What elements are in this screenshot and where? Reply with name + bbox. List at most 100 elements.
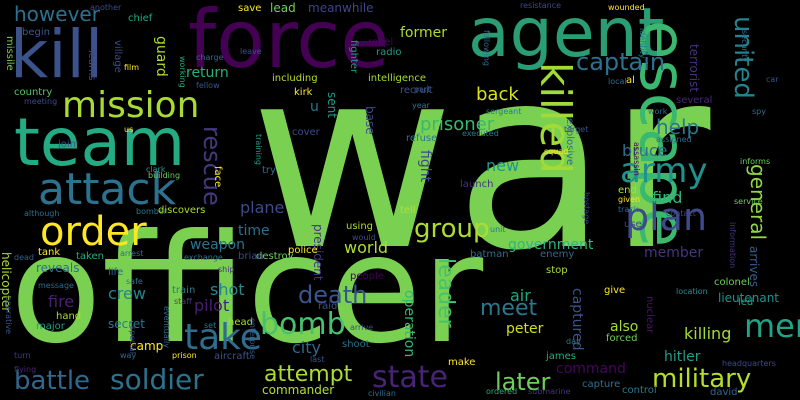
word-executed: executed xyxy=(462,129,499,138)
word-service: service xyxy=(734,197,763,206)
word-terrorist: terrorist xyxy=(687,44,701,93)
word-find: find xyxy=(652,188,683,207)
word-ship: ship xyxy=(218,265,235,274)
word-peter: peter xyxy=(506,321,544,337)
word-refuse: refuse xyxy=(406,133,438,144)
word-people: people xyxy=(350,271,384,282)
word-using: using xyxy=(346,221,374,232)
word-discovers: discovers xyxy=(158,205,206,216)
word-assigned: assigned xyxy=(656,135,692,144)
word-james: james xyxy=(546,351,577,362)
word-also: also xyxy=(610,319,639,335)
word-major: major xyxy=(36,321,65,332)
word-world: world xyxy=(344,238,389,257)
word-kill: kill xyxy=(10,16,104,93)
word-clark: clark xyxy=(146,165,166,174)
word-led: led xyxy=(738,297,754,308)
word-eventually: eventually xyxy=(162,306,171,348)
word-although: although xyxy=(24,209,60,218)
word-team: team xyxy=(14,104,186,181)
word-war: war xyxy=(250,14,711,305)
word-train: train xyxy=(172,285,196,296)
word-shoot: shoot xyxy=(342,339,370,350)
word-fellow: fellow xyxy=(196,81,220,90)
word-staff: staff xyxy=(174,297,192,306)
word-leader: leader xyxy=(433,258,458,328)
word-al: al xyxy=(626,75,635,86)
word-member: member xyxy=(644,245,704,261)
word-fire: fire xyxy=(48,292,75,311)
word-reveals: reveals xyxy=(36,261,80,275)
word-hand: hand xyxy=(56,311,82,322)
word-tell: tell xyxy=(400,205,416,216)
word-part: part xyxy=(414,85,431,94)
word-chief: chief xyxy=(128,13,153,24)
word-bomber: bomber xyxy=(136,207,168,216)
word-attack: attack xyxy=(38,164,177,215)
word-following: following xyxy=(482,30,491,66)
word-begin: begin xyxy=(22,27,50,38)
word-later: later xyxy=(495,368,551,396)
word-taken: taken xyxy=(76,251,104,262)
word-enterprise: enterprise xyxy=(248,318,257,360)
word-operation: operation xyxy=(401,290,417,358)
word-police: police xyxy=(288,245,318,256)
word-tank: tank xyxy=(38,247,61,258)
word-head: head xyxy=(228,317,253,328)
word-country: country xyxy=(14,87,53,98)
word-working: working xyxy=(178,56,187,88)
word-order: order xyxy=(40,209,147,255)
word-would: would xyxy=(352,233,376,242)
word-take: take xyxy=(184,317,262,358)
word-pilot: pilot xyxy=(194,296,230,315)
word-learns: learns xyxy=(86,50,97,81)
word-crew: crew xyxy=(108,284,146,303)
word-fighter: fighter xyxy=(348,40,359,74)
word-kirk: kirk xyxy=(294,87,313,98)
word-set: set xyxy=(204,321,217,330)
word-new: new xyxy=(486,156,520,175)
word-colonel: colonel xyxy=(714,277,750,288)
word-aircraft: aircraft xyxy=(214,351,250,362)
word-forced: forced xyxy=(606,333,638,344)
word-meanwhile: meanwhile xyxy=(308,1,374,15)
word-plan: plan xyxy=(625,195,708,239)
word-spy: spy xyxy=(752,107,766,116)
word-arrest: arrest xyxy=(120,249,144,258)
word-life: life xyxy=(108,267,124,278)
word-captain: captain xyxy=(576,48,666,76)
word-missile: missile xyxy=(4,36,15,71)
word-brian: brian xyxy=(238,251,264,262)
word-prisoner: prisoner xyxy=(420,114,495,135)
word-group: group xyxy=(414,214,490,244)
word-weapon: weapon xyxy=(190,237,245,253)
word-assassin: assassin xyxy=(632,142,641,176)
word-command: command xyxy=(556,361,626,377)
word-us: us xyxy=(124,125,134,134)
word-end: end xyxy=(618,185,637,196)
word-men: men xyxy=(744,307,800,345)
word-enemy: enemy xyxy=(540,249,575,260)
word-state: state xyxy=(372,360,448,395)
word-control: control xyxy=(622,385,657,396)
word-however: however xyxy=(14,2,100,26)
word-turn: turn xyxy=(14,351,31,360)
word-save: save xyxy=(238,3,262,14)
word-local: local xyxy=(608,77,627,86)
word-david: david xyxy=(710,387,738,398)
word-exchange: exchange xyxy=(184,253,223,262)
word-attempt: attempt xyxy=(264,362,353,387)
word-security: security xyxy=(740,30,749,62)
word-city: city xyxy=(292,338,321,357)
word-meet: meet xyxy=(480,296,538,321)
word-identity: identity xyxy=(638,28,647,59)
word-informs: informs xyxy=(740,157,771,166)
word-sergeant: sergeant xyxy=(486,107,522,116)
word-target: target xyxy=(564,125,589,134)
word-way: way xyxy=(120,351,137,360)
word-flying: flying xyxy=(14,365,37,374)
word-film: film xyxy=(124,63,140,72)
word-another: another xyxy=(90,3,122,12)
word-contact: contact xyxy=(666,209,696,218)
word-arrive: arrive xyxy=(350,323,374,332)
